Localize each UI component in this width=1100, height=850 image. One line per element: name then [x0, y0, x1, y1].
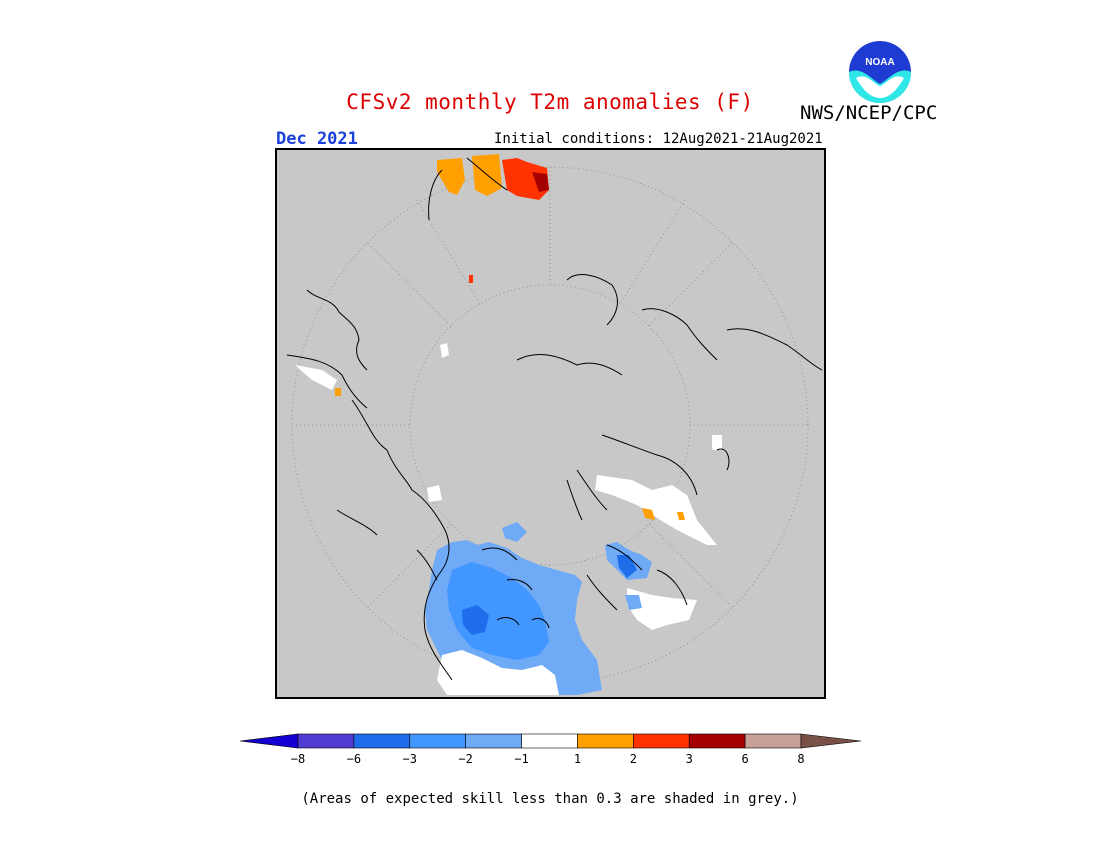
colorbar-tick-label: −3 [402, 752, 417, 766]
colorbar-tick-label: 8 [797, 752, 805, 766]
anomaly-neutral-asia-small [627, 588, 697, 630]
skill-footnote: (Areas of expected skill less than 0.3 a… [301, 791, 799, 807]
colorbar-box [353, 733, 411, 749]
logo-text: NOAA [865, 57, 894, 68]
anomaly-shading [295, 154, 722, 695]
colorbar-box [744, 733, 802, 749]
colorbar-box [577, 733, 634, 749]
colorbar-tick-label: 3 [685, 752, 693, 766]
colorbar-tick-label: 2 [629, 752, 637, 766]
graticule [291, 166, 809, 684]
anomaly-cold-na-inner [447, 562, 549, 660]
colorbar-tick-label: −8 [290, 752, 306, 766]
colorbar-arrow-low [239, 733, 299, 749]
anomaly-neutral-canada [427, 485, 442, 502]
colorbar-tick-label: −6 [346, 752, 362, 766]
colorbar-tick-label: −2 [458, 752, 473, 766]
initial-conditions-label: Initial conditions: 12Aug2021-21Aug2021 [494, 131, 823, 147]
anomaly-neutral-alaska [295, 365, 337, 390]
anomaly-warm-asia-1 [437, 158, 465, 195]
anomaly-neutral-bering [440, 343, 449, 358]
anomaly-warm-asia-4 [532, 172, 549, 192]
colorbar-box [465, 733, 522, 749]
colorbar-box [521, 733, 578, 749]
colorbar-tick-label: −1 [514, 752, 529, 766]
agency-label: NWS/NCEP/CPC [800, 102, 938, 124]
colorbar-box [688, 733, 746, 749]
anomaly-warm-small [469, 275, 473, 283]
colorbar-box [409, 733, 466, 749]
anomaly-warm-asia-3 [502, 158, 549, 200]
colorbar-box [297, 733, 355, 749]
month-label: Dec 2021 [276, 129, 358, 149]
colorbar-arrow-high [800, 733, 862, 749]
anomaly-warm-europe-2 [677, 512, 685, 520]
page-title: CFSv2 monthly T2m anomalies (F) [346, 90, 754, 114]
anomaly-neutral-japan [712, 435, 722, 450]
colorbar-tick-label: 1 [573, 752, 582, 766]
noaa-logo: NOAA [848, 40, 912, 104]
anomaly-warm-europe-1 [642, 508, 655, 520]
anomaly-cold-na-islands [502, 522, 527, 542]
anomaly-warm-alaska [335, 388, 341, 396]
anomaly-cold-na-core [462, 605, 489, 635]
anomaly-neutral-us [437, 650, 559, 695]
polar-map [275, 148, 826, 699]
anomaly-neutral-europe [595, 475, 717, 545]
coastlines [286, 157, 823, 681]
colorbar [238, 729, 863, 769]
colorbar-box [633, 733, 690, 749]
colorbar-boxes [297, 733, 802, 749]
colorbar-tick-label: 6 [741, 752, 749, 766]
anomaly-cold-siberia [625, 595, 642, 610]
